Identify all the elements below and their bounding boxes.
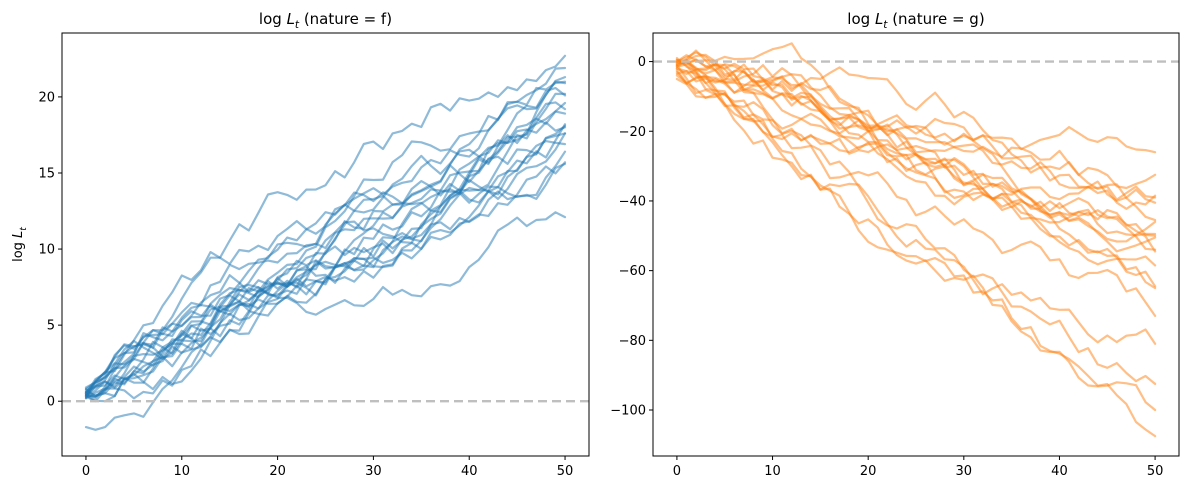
- axes-frame: [652, 32, 1180, 457]
- y-tick-label: 20: [38, 90, 55, 105]
- series-line-20: [675, 58, 1157, 201]
- series-line-6: [675, 60, 1157, 237]
- panel-nature-f: 0 10 20 30 40 50 0 5 10 15 20 log Lt (nature = f) lo…: [11, 10, 590, 479]
- series-line-10: [675, 70, 1157, 267]
- chart-title: log Lt (nature = f): [259, 10, 392, 31]
- y-tick-label: 0: [638, 55, 646, 70]
- y-tick-label: −20: [619, 125, 646, 140]
- axes-frame: [61, 32, 590, 457]
- series-line-8: [84, 110, 567, 400]
- series-line-12: [675, 74, 1157, 317]
- y-tick-label: 15: [38, 166, 55, 181]
- x-tick-label: 30: [365, 464, 382, 479]
- x-tick-label: 50: [557, 464, 574, 479]
- series-line-9: [84, 80, 567, 398]
- series-line-19: [84, 211, 567, 431]
- series-line-5: [84, 54, 567, 394]
- x-tick-label: 10: [173, 464, 190, 479]
- y-axis-label: log Lt: [11, 227, 29, 262]
- series-line-14: [675, 77, 1157, 385]
- y-tick-label: 5: [47, 319, 55, 334]
- series-line-15: [675, 58, 1157, 412]
- x-tick-label: 0: [82, 464, 90, 479]
- y-tick-label: −40: [619, 194, 646, 209]
- series-line-19: [675, 42, 1157, 290]
- series-line-13: [84, 66, 567, 400]
- series-line-18: [84, 161, 567, 395]
- x-tick-label: 10: [764, 464, 781, 479]
- series-line-20: [84, 124, 567, 398]
- x-tick-label: 0: [673, 464, 681, 479]
- series-line-11: [675, 59, 1157, 288]
- plot-area: [653, 42, 1179, 438]
- y-tick-label: 10: [38, 243, 55, 258]
- series-line-13: [675, 63, 1157, 345]
- series-line-5: [675, 57, 1157, 222]
- series-line-3: [675, 54, 1157, 210]
- plot-area: [62, 54, 589, 431]
- series-line-16: [84, 92, 567, 397]
- series-line-14: [84, 121, 567, 394]
- x-tick-label: 20: [860, 464, 877, 479]
- x-tick-label: 50: [1147, 464, 1164, 479]
- series-line-17: [84, 132, 567, 389]
- y-tick-label: −80: [619, 334, 646, 349]
- x-tick-label: 20: [269, 464, 286, 479]
- series-line-9: [675, 51, 1157, 253]
- y-tick-label: 0: [47, 395, 55, 410]
- series-line-16: [675, 67, 1157, 438]
- series-line-17: [675, 60, 1157, 243]
- chart-title: log Lt (nature = g): [847, 10, 984, 31]
- y-tick-label: −100: [610, 404, 646, 419]
- y-tick-label: −60: [619, 264, 646, 279]
- x-tick-label: 40: [461, 464, 478, 479]
- panel-nature-g: 0 10 20 30 40 50 0 −20 −40 −60 −80 −100 log Lt (natu…: [610, 10, 1180, 479]
- x-tick-label: 30: [956, 464, 973, 479]
- x-tick-label: 40: [1051, 464, 1068, 479]
